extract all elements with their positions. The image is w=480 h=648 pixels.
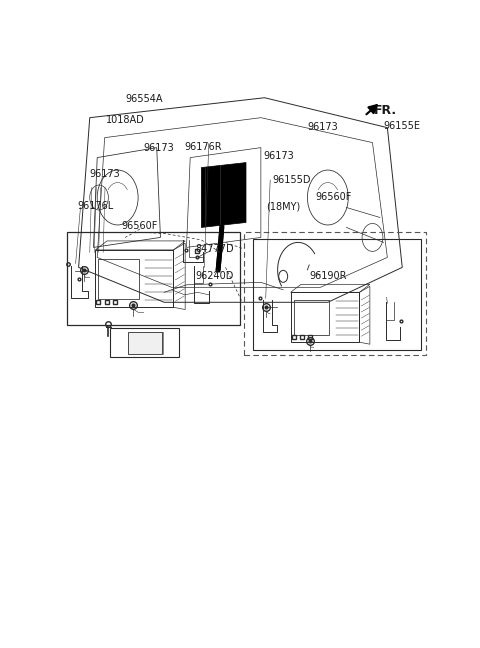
Text: 96155E: 96155E [383,121,420,131]
Bar [294,300,329,335]
Text: 1018AD: 1018AD [106,115,144,124]
Bar [110,329,179,357]
Text: 84777D: 84777D [195,244,234,255]
Polygon shape [202,163,246,227]
Text: 96560F: 96560F [122,221,158,231]
Bar [253,239,421,350]
Text: 96176L: 96176L [77,202,113,211]
Bar [244,233,426,354]
Bar [128,332,162,354]
Bar [96,250,173,307]
Text: 96155D: 96155D [273,175,312,185]
Text: 96173: 96173 [144,143,174,153]
Text: 96176R: 96176R [184,142,222,152]
Text: 96190R: 96190R [309,272,347,281]
Bar [67,233,240,325]
Text: 96240D: 96240D [195,272,234,281]
Text: FR.: FR. [374,104,397,117]
Text: 96560F: 96560F [315,192,352,202]
Text: 96554A: 96554A [125,94,162,104]
Text: 96173: 96173 [307,122,338,132]
Bar [290,292,360,342]
Text: 96173: 96173 [264,150,295,161]
Bar [98,259,139,299]
Text: 96173: 96173 [89,168,120,179]
Text: (18MY): (18MY) [266,202,300,211]
